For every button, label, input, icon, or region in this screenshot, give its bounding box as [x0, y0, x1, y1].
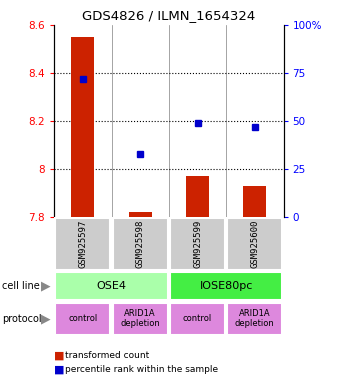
Text: OSE4: OSE4 — [97, 281, 127, 291]
Text: GSM925597: GSM925597 — [78, 220, 88, 268]
Bar — [55, 303, 110, 334]
Text: GSM925600: GSM925600 — [250, 220, 259, 268]
Text: ■: ■ — [54, 350, 65, 360]
Bar — [228, 218, 282, 270]
Text: control: control — [68, 314, 98, 323]
Bar — [243, 186, 266, 217]
Bar — [170, 272, 282, 300]
Text: ▶: ▶ — [41, 312, 50, 325]
Text: cell line: cell line — [2, 281, 40, 291]
Text: ■: ■ — [54, 364, 65, 374]
Text: ▶: ▶ — [41, 280, 50, 293]
Text: ARID1A
depletion: ARID1A depletion — [235, 309, 275, 328]
Bar — [71, 37, 94, 217]
Text: transformed count: transformed count — [65, 351, 149, 360]
Text: GSM925598: GSM925598 — [136, 220, 145, 268]
Text: ARID1A
depletion: ARID1A depletion — [120, 309, 160, 328]
Bar — [129, 212, 152, 217]
Bar — [228, 303, 282, 334]
Text: percentile rank within the sample: percentile rank within the sample — [65, 365, 218, 374]
Text: IOSE80pc: IOSE80pc — [199, 281, 253, 291]
Bar — [55, 218, 110, 270]
Bar — [113, 218, 168, 270]
Title: GDS4826 / ILMN_1654324: GDS4826 / ILMN_1654324 — [82, 9, 256, 22]
Text: GSM925599: GSM925599 — [193, 220, 202, 268]
Text: protocol: protocol — [2, 314, 41, 324]
Bar — [113, 303, 168, 334]
Bar — [170, 303, 225, 334]
Bar — [55, 272, 168, 300]
Text: control: control — [183, 314, 212, 323]
Bar — [186, 176, 209, 217]
Bar — [170, 218, 225, 270]
